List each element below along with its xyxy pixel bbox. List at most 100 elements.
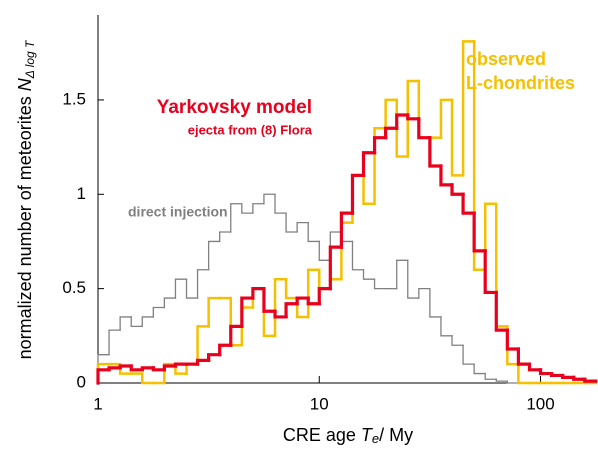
- histogram-step: [362, 174, 376, 205]
- histogram-step: [549, 371, 565, 378]
- histogram-step: [129, 364, 144, 372]
- x-axis-label: CRE age Te/ My: [283, 425, 413, 447]
- histogram-step: [317, 287, 332, 306]
- histogram-step: [295, 296, 310, 319]
- histogram-step: [251, 287, 266, 300]
- series-label: Yarkovsky model: [157, 97, 312, 118]
- histogram-step: [340, 221, 354, 281]
- y-label-part: N: [15, 77, 35, 91]
- histogram-step: [361, 151, 377, 178]
- histogram-step: [251, 287, 266, 309]
- histogram-step: [295, 296, 310, 306]
- histogram-step: [439, 98, 454, 139]
- histogram-step: [495, 202, 509, 328]
- histogram-step: [583, 377, 598, 383]
- x-label-part: e: [372, 431, 379, 446]
- histogram-step: [418, 287, 431, 299]
- histogram-step: [372, 136, 388, 155]
- histogram-step: [506, 380, 520, 384]
- histogram-step: [163, 297, 177, 309]
- histogram-step: [318, 268, 332, 290]
- histogram-step: [307, 221, 320, 243]
- y-label-part: normalized number of meteorites: [15, 91, 35, 359]
- histogram-step: [439, 164, 454, 187]
- histogram-step: [572, 375, 587, 381]
- histogram-step: [462, 344, 475, 365]
- histogram-step: [461, 40, 476, 177]
- histogram-step: [196, 269, 210, 299]
- histogram-step: [130, 316, 143, 328]
- histogram-step: [229, 296, 244, 347]
- y-axis-label: normalized number of meteorites NΔ log T: [15, 39, 37, 359]
- histogram-step: [450, 98, 465, 177]
- histogram-step: [350, 173, 366, 215]
- y-label-part: Δ log T: [23, 39, 37, 79]
- histogram-step: [252, 203, 265, 214]
- histogram-step: [561, 373, 576, 379]
- histogram-step: [483, 249, 498, 295]
- y-tick-label: 1: [77, 184, 86, 203]
- histogram-step: [284, 302, 299, 319]
- histogram-step: [339, 211, 355, 249]
- y-tick-label: 1.5: [62, 89, 86, 108]
- histogram-step: [195, 358, 211, 366]
- histogram-step: [395, 113, 410, 130]
- histogram-step: [527, 362, 543, 372]
- x-label-part: T: [361, 425, 374, 445]
- histogram-step: [351, 240, 365, 271]
- histogram-step: [494, 290, 509, 332]
- x-label-part: CRE age: [283, 425, 361, 445]
- histogram-step: [461, 192, 476, 215]
- histogram-step: [473, 363, 486, 375]
- histogram-step: [173, 362, 189, 368]
- y-tick-label: 0: [77, 372, 86, 391]
- histogram-step: [218, 343, 233, 357]
- histogram-step: [284, 277, 299, 300]
- histogram-step: [262, 287, 277, 313]
- histogram-step: [174, 278, 188, 299]
- histogram-step: [329, 277, 343, 290]
- x-tick-label: 10: [310, 394, 329, 413]
- histogram-step: [406, 79, 421, 158]
- histogram-step: [240, 296, 255, 328]
- histogram-step: [118, 364, 133, 370]
- histogram-step: [96, 368, 111, 385]
- histogram-step: [516, 347, 532, 366]
- histogram-step: [107, 366, 122, 372]
- histogram-step: [306, 296, 321, 306]
- histogram-step: [207, 353, 222, 362]
- histogram-step: [384, 98, 398, 130]
- annotation: L-chondrites: [466, 73, 575, 93]
- histogram-step: [162, 364, 178, 372]
- histogram-step: [141, 372, 155, 385]
- histogram-step: [119, 316, 132, 331]
- histogram-step: [395, 98, 410, 158]
- histogram-step: [483, 202, 498, 272]
- histogram-step: [140, 366, 155, 372]
- histogram-step: [506, 325, 520, 366]
- histogram-step: [263, 193, 276, 205]
- histogram-step: [285, 212, 298, 233]
- histogram-step: [96, 362, 111, 385]
- histogram-step: [340, 231, 354, 243]
- histogram-step: [108, 329, 121, 356]
- histogram-step: [373, 126, 387, 205]
- histogram-step: [163, 362, 177, 385]
- histogram-step: [538, 368, 554, 376]
- x-tick-label: 1: [93, 394, 102, 413]
- histogram-step: [407, 259, 420, 299]
- histogram-step: [505, 328, 520, 351]
- histogram-step: [440, 316, 453, 337]
- histogram-step: [273, 277, 288, 338]
- histogram-step: [472, 40, 487, 272]
- histogram-step: [185, 278, 199, 299]
- histogram-step: [429, 287, 442, 318]
- histogram-step: [495, 378, 508, 382]
- histogram-step: [328, 245, 343, 291]
- histogram-step: [196, 325, 210, 366]
- histogram-step: [351, 174, 365, 224]
- histogram-step: [152, 306, 166, 318]
- histogram-step: [417, 79, 432, 139]
- histogram-step: [373, 278, 387, 290]
